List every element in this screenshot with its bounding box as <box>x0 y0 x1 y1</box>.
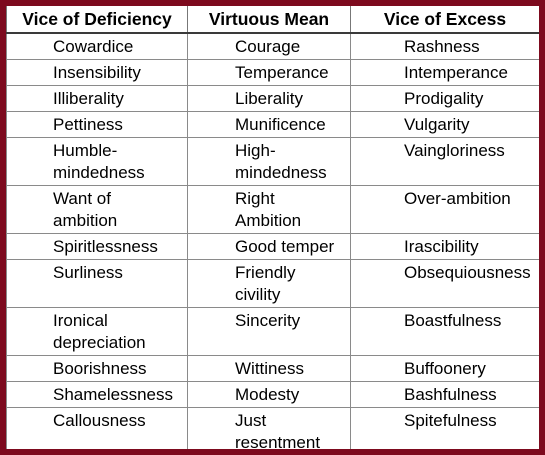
cell-text: Liberality <box>235 89 304 108</box>
cell-text: Ironical depreciation <box>53 311 146 352</box>
table-row: Ironical depreciation Sincerity Boastfulne… <box>6 307 539 356</box>
cell-text: Callousness <box>53 411 146 430</box>
cell-text: Cowardice <box>53 37 134 56</box>
cell-text: Good temper <box>235 237 335 256</box>
cell-text: Insensibility <box>53 63 141 82</box>
cell-text: Illiberality <box>53 89 124 108</box>
cell-text: Over-ambition <box>404 189 511 208</box>
cell-vice-of-excess: Prodigality <box>350 85 539 112</box>
cell-text: Obsequiousness <box>404 263 531 282</box>
cell-text: Buffoonery <box>404 359 486 378</box>
table-row: Callousness Just resentment Spitefulness <box>6 407 539 449</box>
cell-virtuous-mean: Wittiness <box>187 355 351 382</box>
cell-text: Rashness <box>404 37 480 56</box>
cell-vice-of-excess: Bashfulness <box>350 381 539 408</box>
cell-vice-of-deficiency: Shamelessness <box>6 381 188 408</box>
cell-text: Vulgarity <box>404 115 470 134</box>
cell-virtuous-mean: Munificence <box>187 111 351 138</box>
table-row: Shamelessness Modesty Bashfulness <box>6 381 539 408</box>
table-row: Surliness Friendly civility Obsequiousness <box>6 259 539 308</box>
cell-text: Sincerity <box>235 311 301 330</box>
cell-text: Shamelessness <box>53 385 174 404</box>
cell-vice-of-excess: Vulgarity <box>350 111 539 138</box>
table-row: Pettiness Munificence Vulgarity <box>6 111 539 138</box>
cell-vice-of-deficiency: Illiberality <box>6 85 188 112</box>
cell-text: Vaingloriness <box>404 141 505 160</box>
cell-text: Friendly civility <box>235 263 296 304</box>
cell-vice-of-excess: Intemperance <box>350 59 539 86</box>
cell-virtuous-mean: Just resentment <box>187 407 351 449</box>
cell-vice-of-deficiency: Pettiness <box>6 111 188 138</box>
header-vice-of-deficiency: Vice of Deficiency <box>6 6 188 34</box>
cell-virtuous-mean: Good temper <box>187 233 351 260</box>
cell-text: Right Ambition <box>235 189 302 230</box>
table-row: Spiritlessness Good temper Irascibility <box>6 233 539 260</box>
cell-vice-of-deficiency: Surliness <box>6 259 188 308</box>
virtues-table: Vice of Deficiency Virtuous Mean Vice of… <box>6 6 539 449</box>
cell-virtuous-mean: Right Ambition <box>187 185 351 234</box>
cell-text: High- mindedness <box>235 141 327 182</box>
cell-text: Temperance <box>235 63 329 82</box>
cell-vice-of-excess: Irascibility <box>350 233 539 260</box>
table-row: Cowardice Courage Rashness <box>6 32 539 60</box>
table-row: Humble- mindedness High- mindedness Vaingl… <box>6 137 539 186</box>
cell-vice-of-deficiency: Cowardice <box>6 32 188 60</box>
cell-text: Munificence <box>235 115 326 134</box>
cell-vice-of-deficiency: Insensibility <box>6 59 188 86</box>
cell-text: Surliness <box>53 263 123 282</box>
cell-text: Irascibility <box>404 237 479 256</box>
cell-text: Spiritlessness <box>53 237 158 256</box>
cell-text: Spitefulness <box>404 411 497 430</box>
cell-text: Boastfulness <box>404 311 502 330</box>
cell-virtuous-mean: High- mindedness <box>187 137 351 186</box>
table-body: Cowardice Courage Rashness Insensibility Tem… <box>6 32 539 449</box>
cell-virtuous-mean: Temperance <box>187 59 351 86</box>
cell-text: Prodigality <box>404 89 484 108</box>
cell-virtuous-mean: Modesty <box>187 381 351 408</box>
cell-vice-of-deficiency: Ironical depreciation <box>6 307 188 356</box>
table-frame: Vice of Deficiency Virtuous Mean Vice of… <box>6 6 539 449</box>
cell-text: Bashfulness <box>404 385 497 404</box>
cell-vice-of-deficiency: Boorishness <box>6 355 188 382</box>
table-row: Want of ambition Right Ambition Over-ambit… <box>6 185 539 234</box>
header-row: Vice of Deficiency Virtuous Mean Vice of… <box>6 6 539 34</box>
table-row: Insensibility Temperance Intemperance <box>6 59 539 86</box>
cell-text: Modesty <box>235 385 300 404</box>
table-row: Boorishness Wittiness Buffoonery <box>6 355 539 382</box>
cell-text: Just resentment <box>235 411 321 449</box>
cell-vice-of-excess: Buffoonery <box>350 355 539 382</box>
table-row: Illiberality Liberality Prodigality <box>6 85 539 112</box>
cell-vice-of-deficiency: Callousness <box>6 407 188 449</box>
cell-vice-of-excess: Vaingloriness <box>350 137 539 186</box>
cell-virtuous-mean: Courage <box>187 32 351 60</box>
cell-vice-of-excess: Obsequiousness <box>350 259 539 308</box>
cell-vice-of-deficiency: Humble- mindedness <box>6 137 188 186</box>
cell-virtuous-mean: Sincerity <box>187 307 351 356</box>
cell-vice-of-excess: Rashness <box>350 32 539 60</box>
cell-text: Humble- mindedness <box>53 141 145 182</box>
cell-text: Pettiness <box>53 115 123 134</box>
cell-vice-of-excess: Spitefulness <box>350 407 539 449</box>
cell-text: Want of ambition <box>53 189 118 230</box>
header-vice-of-excess: Vice of Excess <box>350 6 539 34</box>
cell-text: Courage <box>235 37 301 56</box>
cell-virtuous-mean: Friendly civility <box>187 259 351 308</box>
header-virtuous-mean: Virtuous Mean <box>187 6 351 34</box>
cell-vice-of-excess: Over-ambition <box>350 185 539 234</box>
cell-text: Boorishness <box>53 359 147 378</box>
cell-virtuous-mean: Liberality <box>187 85 351 112</box>
cell-vice-of-excess: Boastfulness <box>350 307 539 356</box>
cell-text: Wittiness <box>235 359 304 378</box>
cell-text: Intemperance <box>404 63 508 82</box>
cell-vice-of-deficiency: Want of ambition <box>6 185 188 234</box>
cell-vice-of-deficiency: Spiritlessness <box>6 233 188 260</box>
